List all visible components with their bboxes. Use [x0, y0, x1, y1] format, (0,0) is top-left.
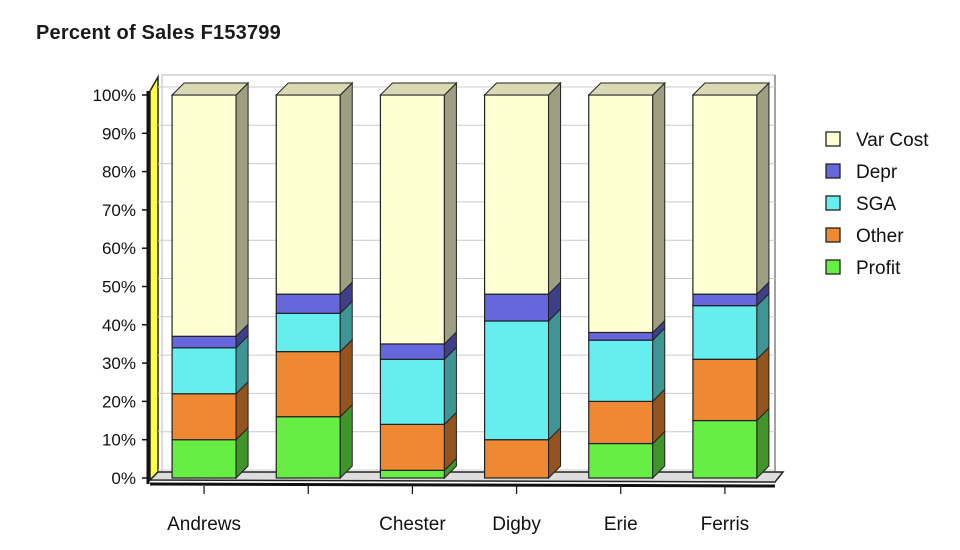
legend-label: SGA — [856, 194, 896, 215]
bar-segment: Depr: 5% — [275, 293, 341, 314]
bar-top-face — [483, 82, 562, 96]
plot-left-wall — [149, 74, 159, 482]
y-axis-ticks: 0% 10% 20% 30% 40% 50% 60% 70% 80% 90% 100% — [93, 86, 148, 488]
bar-segment-side — [339, 338, 353, 418]
legend-entry: Other — [825, 226, 904, 247]
legend-swatch — [825, 227, 841, 243]
bars: Profit: 10%Other: 12%SGA: 12%Depr: 3%Var… — [170, 81, 771, 480]
bar-stack: Profit: 15%Other: 16%SGA: 14%Depr: 3%Var… — [691, 81, 771, 480]
bar-segment-side — [339, 81, 353, 296]
bar-segment: SGA: 14% — [692, 305, 758, 360]
x-tick-label: Andrews — [167, 514, 241, 535]
plot-back-wall — [161, 74, 776, 479]
x-tick-label: Ferris — [701, 514, 750, 535]
bar-segment: Profit: 16% — [275, 416, 341, 479]
bar-segment-side — [235, 81, 249, 338]
legend-label: Other — [856, 226, 904, 247]
legend-swatch — [825, 131, 841, 147]
y-tick-label: 20% — [102, 392, 136, 411]
bar-segment: Profit: 10% — [171, 439, 237, 479]
bar-segment: Var Cost: 52% — [483, 94, 550, 295]
bar-segment: SGA: 12% — [171, 347, 237, 395]
legend-swatch — [825, 259, 841, 275]
y-tick-label: 40% — [102, 316, 136, 335]
legend-entry: Profit — [825, 258, 901, 279]
bar-segment: SGA: 17% — [379, 358, 446, 425]
bar-top-face — [691, 82, 771, 96]
bar-top-face — [587, 82, 666, 96]
x-axis-labels: Andrews Chester Digby Erie Ferris — [167, 486, 749, 535]
bar-segment-side — [756, 346, 770, 422]
bar-segment: Var Cost: 63% — [171, 94, 237, 337]
bar-segment: Var Cost: 62% — [588, 94, 654, 334]
bar-segment-side — [548, 307, 562, 441]
x-tick-label: Erie — [604, 514, 638, 535]
x-tick-label: Digby — [492, 514, 541, 535]
y-tick-label: 50% — [102, 278, 136, 297]
legend-entry: SGA — [825, 194, 896, 215]
bar-segment: Other: 12% — [379, 423, 446, 471]
y-tick-label: 30% — [102, 354, 136, 373]
y-tick-label: 0% — [111, 469, 136, 488]
bar-stack: Profit: 10%Other: 12%SGA: 12%Depr: 3%Var… — [170, 81, 250, 480]
bar-segment-side — [443, 346, 457, 426]
bar-stack: Other: 10%SGA: 31%Depr: 7%Var Cost: 52% — [483, 81, 562, 480]
y-tick-label: 70% — [102, 201, 136, 220]
bar-segment: Profit: 9% — [588, 442, 654, 479]
bar-segment: Depr: 7% — [483, 293, 550, 322]
legend-label: Profit — [856, 258, 901, 279]
y-tick-label: 60% — [102, 239, 136, 258]
x-axis-line — [149, 482, 776, 488]
bar-segment: SGA: 10% — [275, 312, 341, 353]
legend-swatch — [825, 163, 841, 179]
legend: Var Cost Depr SGA Other Profit — [825, 130, 929, 279]
y-tick-label: 100% — [93, 86, 136, 105]
bar-top-face — [379, 82, 458, 96]
bar-segment: Other: 10% — [483, 439, 550, 479]
bar-segment: Profit: 2% — [379, 469, 446, 479]
legend-entry: Var Cost — [825, 130, 929, 151]
x-tick-label: Chester — [379, 514, 446, 535]
y-tick-label: 10% — [102, 431, 136, 450]
bar-stack: Profit: 16%Other: 17%SGA: 10%Depr: 5%Var… — [275, 81, 354, 480]
bar-segment: SGA: 16% — [588, 339, 654, 402]
legend-label: Var Cost — [856, 130, 929, 151]
chart-title: Percent of Sales F153799 — [36, 22, 281, 44]
legend-entry: Depr — [825, 162, 898, 183]
bar-stack: Profit: 9%Other: 11%SGA: 16%Depr: 2%Var … — [587, 81, 666, 480]
bar-segment: Var Cost: 65% — [379, 94, 446, 345]
gridlines — [158, 86, 775, 471]
bar-segment-side — [339, 403, 353, 480]
bar-segment-side — [652, 326, 666, 403]
bar-segment-side — [756, 81, 770, 296]
bar-segment: Var Cost: 52% — [692, 94, 758, 295]
y-tick-label: 80% — [102, 163, 136, 182]
bar-segment: Var Cost: 52% — [275, 94, 341, 295]
bar-segment: Other: 11% — [588, 400, 654, 445]
bar-segment: Other: 12% — [171, 393, 237, 441]
bar-segment-side — [652, 81, 666, 334]
bar-top-face — [170, 82, 250, 96]
bar-segment-side — [548, 81, 562, 296]
bar-top-face — [275, 82, 354, 96]
bar-segment: Depr: 2% — [588, 331, 654, 341]
bar-segment-side — [443, 81, 457, 346]
plot-frame — [146, 74, 785, 488]
plot-floor — [148, 471, 785, 483]
bar-segment: Other: 17% — [275, 351, 341, 418]
bar-segment: Other: 16% — [692, 358, 758, 422]
bar-stack: Profit: 2%Other: 12%SGA: 17%Depr: 4%Var … — [379, 81, 458, 480]
bar-segment: SGA: 31% — [483, 320, 550, 441]
bar-segment: Depr: 4% — [379, 343, 446, 360]
bar-segment: Depr: 3% — [692, 293, 758, 307]
legend-swatch — [825, 195, 841, 211]
bar-segment: Profit: 15% — [692, 419, 758, 479]
y-tick-label: 90% — [102, 124, 136, 143]
legend-label: Depr — [856, 162, 898, 183]
bar-segment: Depr: 3% — [171, 335, 237, 349]
